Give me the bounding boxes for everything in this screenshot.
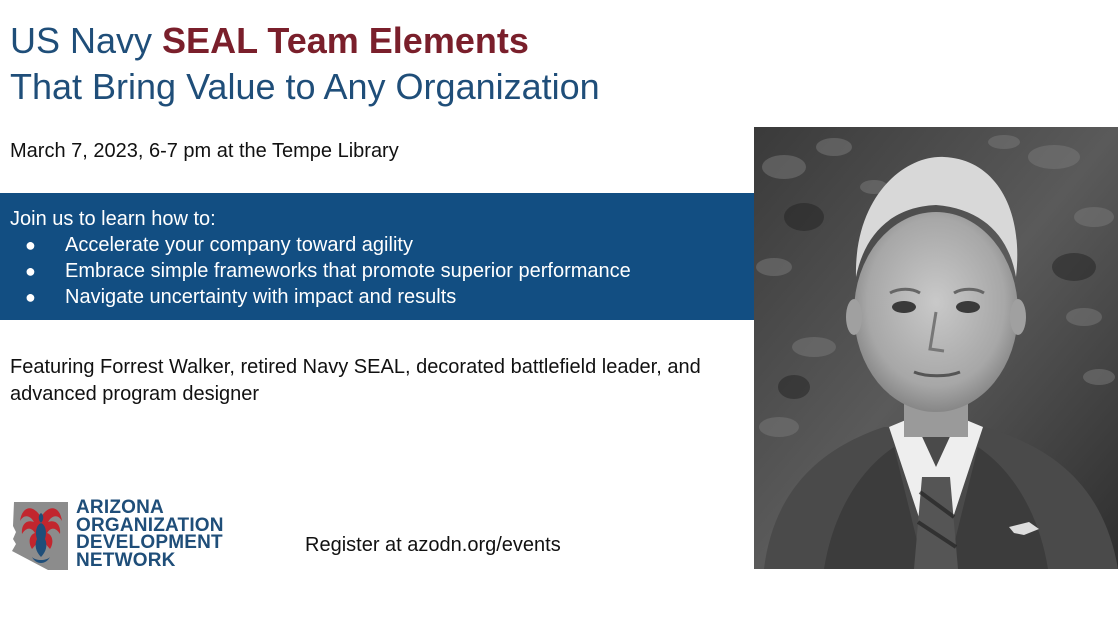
- agenda-intro: Join us to learn how to:: [10, 208, 216, 230]
- speaker-portrait-photo: [754, 127, 1118, 569]
- azodn-logo: ARIZONA ORGANIZATION DEVELOPMENT NETWORK: [10, 497, 250, 571]
- logo-wordmark: ARIZONA ORGANIZATION DEVELOPMENT NETWORK: [76, 497, 224, 571]
- title-prefix: US Navy: [10, 20, 163, 61]
- logo-line: DEVELOPMENT: [76, 532, 223, 553]
- logo-line: NETWORK: [76, 549, 176, 571]
- page-title: US Navy SEAL Team Elements That Bring Va…: [10, 18, 600, 110]
- bullet-icon: ●: [25, 287, 36, 307]
- title-line-1: US Navy SEAL Team Elements: [10, 18, 600, 64]
- agenda-list: ● Accelerate your company toward agility…: [10, 232, 754, 310]
- agenda-item-text: Embrace simple frameworks that promote s…: [65, 260, 631, 282]
- register-link-text[interactable]: Register at azodn.org/events: [305, 534, 561, 556]
- title-accent: SEAL Team Elements: [162, 20, 529, 61]
- event-date-location: March 7, 2023, 6-7 pm at the Tempe Libra…: [10, 140, 399, 162]
- title-line-2: That Bring Value to Any Organization: [10, 66, 600, 107]
- logo-line: ARIZONA: [76, 497, 164, 518]
- agenda-item-text: Navigate uncertainty with impact and res…: [65, 286, 457, 308]
- agenda-band: Join us to learn how to: ● Accelerate yo…: [0, 193, 754, 320]
- agenda-item: ● Accelerate your company toward agility: [10, 232, 754, 258]
- logo-line: ORGANIZATION: [76, 514, 224, 536]
- agenda-item-text: Accelerate your company toward agility: [65, 234, 413, 256]
- bullet-icon: ●: [25, 235, 36, 255]
- arizona-phoenix-logo-icon: [12, 502, 68, 570]
- bullet-icon: ●: [25, 261, 36, 281]
- agenda-item: ● Embrace simple frameworks that promote…: [10, 258, 754, 284]
- featuring-text: Featuring Forrest Walker, retired Navy S…: [10, 356, 701, 405]
- agenda-item: ● Navigate uncertainty with impact and r…: [10, 284, 754, 310]
